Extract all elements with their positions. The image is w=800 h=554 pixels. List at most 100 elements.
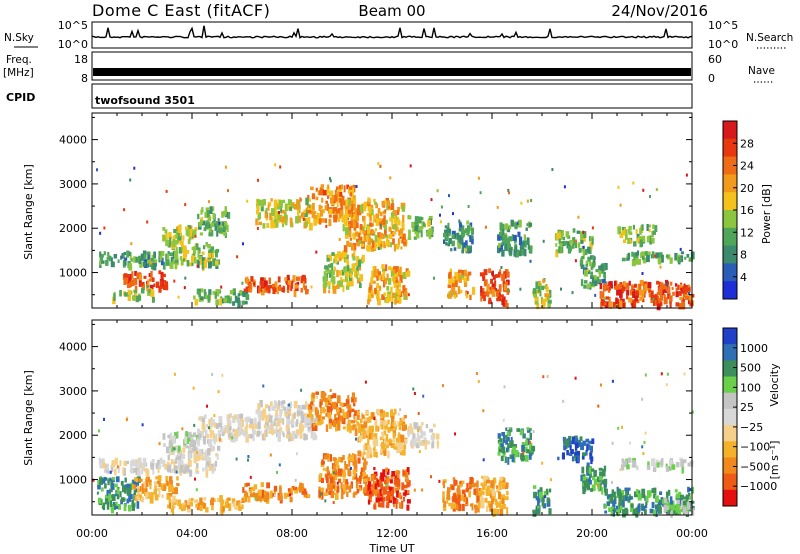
data-cell xyxy=(482,272,485,279)
data-cell xyxy=(212,258,216,266)
data-cell xyxy=(386,200,391,205)
data-cell xyxy=(169,480,173,484)
data-cell xyxy=(480,500,485,509)
data-cell xyxy=(217,390,220,394)
data-cell xyxy=(500,242,504,246)
data-cell xyxy=(174,487,178,495)
data-cell xyxy=(543,285,547,289)
data-cell xyxy=(207,216,212,222)
data-cell xyxy=(145,495,148,500)
data-cell xyxy=(262,384,265,388)
data-cell xyxy=(200,218,203,224)
data-cell xyxy=(676,499,680,504)
data-cell xyxy=(446,495,450,500)
data-cell xyxy=(353,472,356,478)
data-cell xyxy=(149,496,154,504)
data-cell xyxy=(287,204,291,211)
data-cell xyxy=(590,283,595,287)
data-cell xyxy=(370,433,374,440)
nave-label: Nave xyxy=(748,65,775,77)
data-cell xyxy=(246,492,249,498)
data-cell xyxy=(380,483,384,491)
data-cell xyxy=(630,508,634,513)
data-cell xyxy=(188,236,191,241)
data-cell xyxy=(217,445,221,451)
data-cell xyxy=(562,399,565,403)
data-cell xyxy=(206,404,208,408)
data-cell xyxy=(103,251,106,256)
data-cell xyxy=(377,162,380,165)
data-cell xyxy=(461,503,465,512)
data-cell xyxy=(346,402,350,409)
data-cell xyxy=(391,422,395,426)
data-cell xyxy=(190,262,194,267)
data-cell xyxy=(182,447,186,453)
data-cell xyxy=(613,491,616,499)
data-cell xyxy=(597,404,600,408)
data-cell xyxy=(401,417,406,422)
colorbar-tick-label: 24 xyxy=(740,160,754,173)
data-cell xyxy=(373,449,377,457)
data-cell xyxy=(591,468,595,472)
data-cell xyxy=(267,285,271,294)
data-cell xyxy=(351,204,355,210)
data-cell xyxy=(333,207,338,212)
data-cell xyxy=(588,283,591,288)
data-cell xyxy=(482,475,486,482)
data-cell xyxy=(374,438,379,447)
data-cell xyxy=(226,427,229,433)
data-cell xyxy=(373,433,378,441)
data-cell xyxy=(511,454,515,463)
data-cell xyxy=(132,479,137,487)
data-cell xyxy=(499,476,503,481)
data-cell xyxy=(503,284,507,291)
data-cell xyxy=(119,290,122,297)
data-cell xyxy=(390,242,392,248)
data-cell xyxy=(542,503,547,509)
data-cell xyxy=(500,266,503,269)
data-cell xyxy=(397,412,400,416)
data-cell xyxy=(215,221,219,226)
data-cell xyxy=(634,491,638,498)
data-cell xyxy=(495,292,499,297)
data-cell xyxy=(458,219,461,224)
data-cell xyxy=(330,197,334,204)
data-cell xyxy=(397,220,401,226)
data-cell xyxy=(210,499,214,506)
data-cell xyxy=(633,283,638,288)
data-cell xyxy=(228,432,232,438)
data-cell xyxy=(326,405,330,413)
data-cell xyxy=(424,442,427,450)
data-cell xyxy=(624,459,627,465)
data-cell xyxy=(124,277,128,283)
data-cell xyxy=(502,279,505,287)
data-cell xyxy=(370,498,373,501)
data-cell xyxy=(545,295,548,302)
data-cell xyxy=(261,489,265,496)
data-cell xyxy=(391,471,396,477)
data-cell xyxy=(124,257,128,261)
data-cell xyxy=(137,470,141,477)
data-cell xyxy=(383,225,388,230)
data-cell xyxy=(652,464,657,472)
data-cell xyxy=(639,289,642,296)
data-cell xyxy=(412,227,416,232)
data-cell xyxy=(379,420,383,427)
data-cell xyxy=(274,402,279,409)
data-cell xyxy=(241,300,245,305)
data-cell xyxy=(677,509,681,516)
data-cell xyxy=(604,488,608,496)
data-cell xyxy=(458,270,461,274)
data-cell xyxy=(327,395,331,401)
data-cell xyxy=(391,439,396,443)
data-cell xyxy=(400,233,403,237)
data-cell xyxy=(501,249,505,257)
data-cell xyxy=(321,407,325,414)
data-cell xyxy=(186,229,190,237)
data-cell xyxy=(213,498,216,502)
data-cell xyxy=(305,219,308,227)
data-cell xyxy=(598,273,601,278)
data-cell xyxy=(129,252,132,260)
data-cell xyxy=(203,260,207,269)
data-cell xyxy=(603,274,606,281)
